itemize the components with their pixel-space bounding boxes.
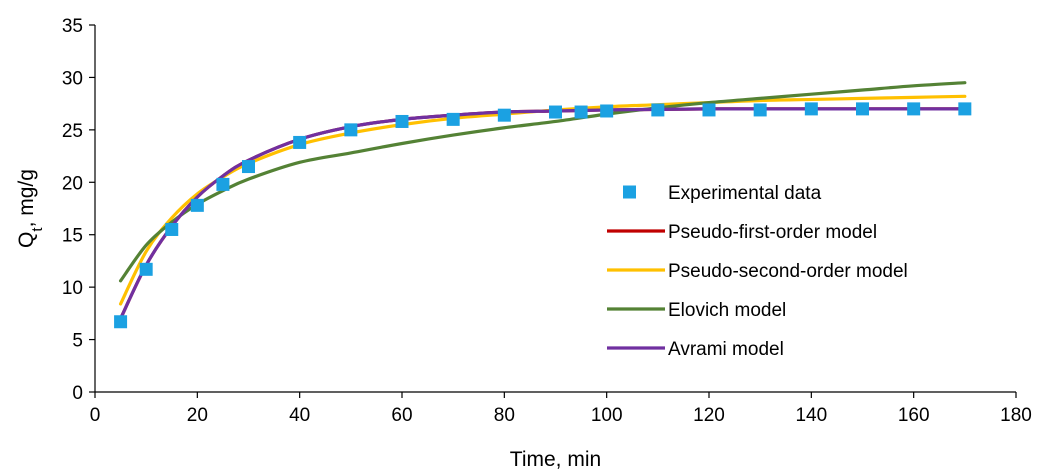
series-line-pseudo-first-order-model [118,107,967,321]
x-tick-label: 60 [391,405,412,426]
data-point [190,198,204,212]
data-point [907,102,921,116]
legend-item-pseudo-second-order-model: Pseudo-second-order model [607,261,908,282]
x-tick-label: 100 [591,405,623,426]
x-tick-label: 20 [187,405,208,426]
y-tick-label: 20 [62,173,83,194]
legend-label: Elovich model [668,300,786,321]
legend-item-experimental-data: Experimental data [623,183,822,204]
series-line-avrami-model [118,107,967,321]
data-point [549,105,562,119]
data-point [139,262,153,276]
y-tick-label: 10 [62,278,83,299]
plot-area [114,81,972,329]
axes: 0 5 10 15 20 25 30 35 0 20 40 60 80 100 120 140 160 180 Ti… [15,16,1032,471]
y-tick-label: 5 [72,331,83,352]
legend-marker [623,185,636,199]
data-point [165,222,179,236]
y-tick-label: 30 [62,68,83,89]
legend: Experimental data Pseudo-first-order mode… [607,183,908,360]
x-tick-label: 120 [693,405,725,426]
data-point [600,104,614,118]
data-point [497,108,511,122]
data-point [804,102,818,116]
data-point [753,103,767,117]
legend-label: Pseudo-first-order model [668,222,877,243]
y-tick-label: 15 [62,226,83,247]
x-tick-label: 80 [494,405,515,426]
legend-label: Pseudo-second-order model [668,261,908,282]
legend-label: Experimental data [668,183,822,204]
data-point [651,103,665,117]
data-point [702,103,716,117]
x-tick-label: 160 [898,405,930,426]
data-point [242,160,255,174]
x-tick-label: 140 [795,405,827,426]
data-point [446,112,460,126]
data-point [114,315,128,329]
legend-item-avrami-model: Avrami model [607,339,784,360]
data-point [574,105,588,119]
x-axis-title: Time, min [510,448,601,471]
x-tick-label: 0 [90,405,101,426]
x-tick-label: 40 [289,405,310,426]
data-point [395,114,409,128]
data-point [216,177,230,191]
y-axis-title: Qt, mg/g [15,169,46,248]
x-tick-label: 180 [1000,405,1032,426]
legend-item-pseudo-first-order-model: Pseudo-first-order model [607,222,877,243]
data-point [958,102,972,116]
y-tick-label: 0 [72,383,83,404]
data-point [856,102,869,116]
y-tick-label: 25 [62,121,83,142]
series-line-pseudo-second-order-model [118,94,967,306]
data-point [344,123,358,137]
data-point [293,135,307,149]
legend-item-elovich-model: Elovich model [607,300,786,321]
y-tick-label: 35 [62,16,83,37]
legend-label: Avrami model [668,339,784,360]
